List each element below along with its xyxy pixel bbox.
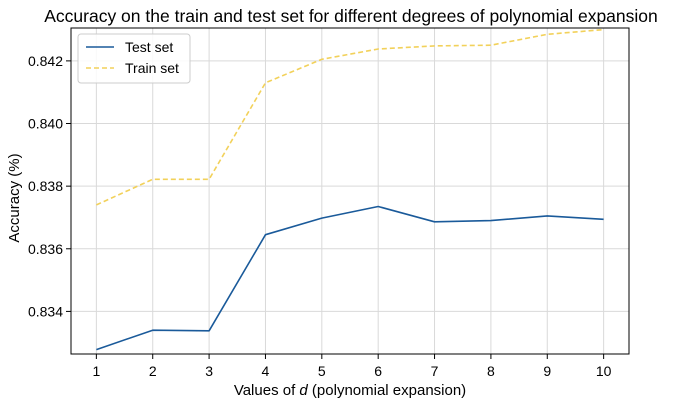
x-tick-label: 5 (318, 363, 326, 379)
y-tick-label: 0.842 (28, 53, 63, 69)
x-tick-label: 2 (149, 363, 157, 379)
x-tick-label: 3 (205, 363, 213, 379)
x-axis-label: Values of d (polynomial expansion) (234, 382, 466, 399)
y-tick-label: 0.840 (28, 116, 63, 132)
y-axis: 0.834 0.836 0.838 0.840 0.842 (28, 53, 71, 319)
x-axis-label-prefix: Values of (234, 382, 300, 399)
legend: Test set Train set (77, 33, 191, 84)
y-axis-label: Accuracy (%) (6, 153, 23, 242)
x-tick-label: 8 (487, 363, 495, 379)
legend-label: Test set (125, 39, 173, 55)
x-tick-label: 4 (262, 363, 270, 379)
x-axis: 1 2 3 4 5 6 7 8 9 10 (92, 354, 612, 379)
x-tick-label: 10 (596, 363, 612, 379)
x-tick-label: 9 (543, 363, 551, 379)
plot-frame (70, 27, 630, 355)
series-line-train (96, 28, 604, 206)
series-line-test (96, 205, 604, 351)
x-axis-label-variable: d (299, 382, 308, 399)
x-tick-label: 7 (431, 363, 439, 379)
y-tick-label: 0.834 (28, 303, 63, 319)
chart-title: Accuracy on the train and test set for d… (44, 6, 658, 26)
y-tick-label: 0.838 (28, 178, 63, 194)
legend-label: Train set (125, 60, 179, 76)
y-tick-label: 0.836 (28, 241, 63, 257)
x-tick-label: 6 (374, 363, 382, 379)
grid (71, 28, 629, 354)
series-layer (96, 28, 604, 351)
x-tick-label: 1 (92, 363, 100, 379)
x-axis-label-suffix: (polynomial expansion) (308, 382, 466, 399)
